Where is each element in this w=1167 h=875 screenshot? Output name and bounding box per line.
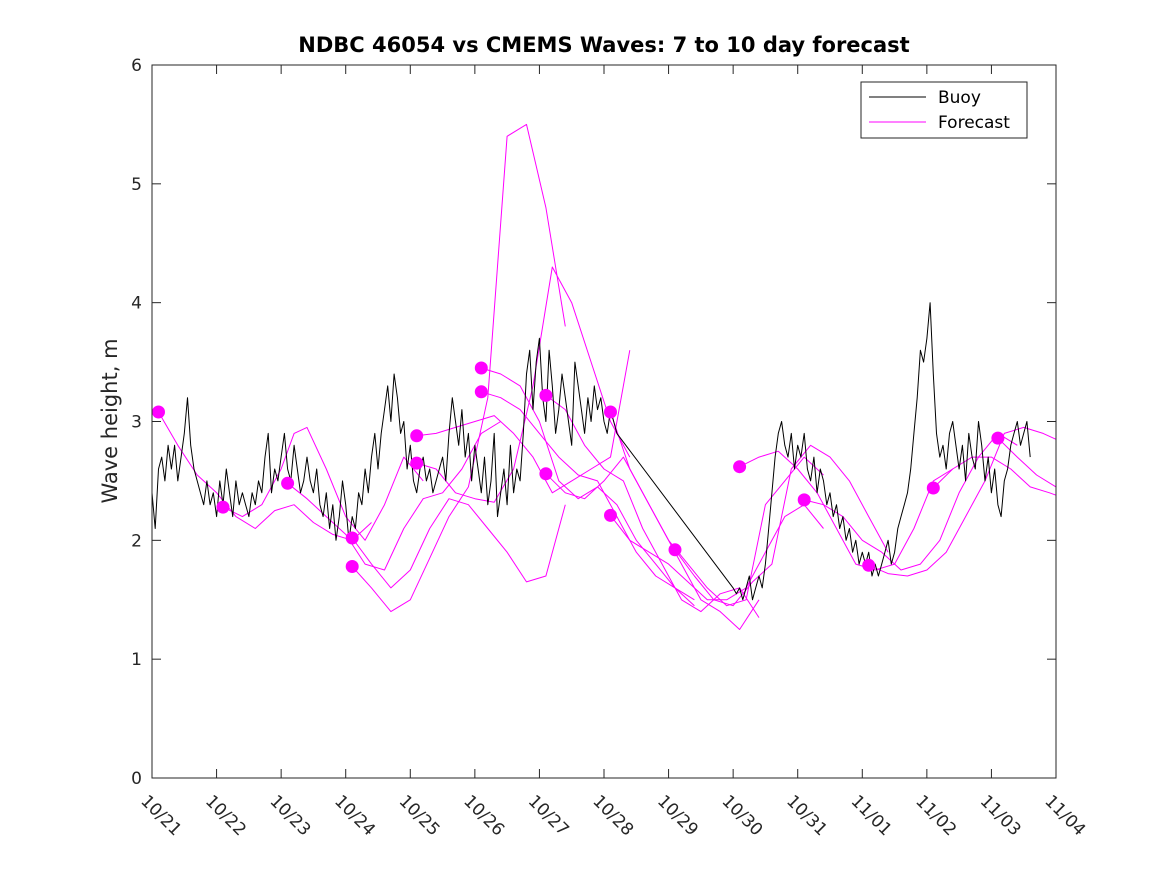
y-tick-label: 4 (131, 294, 142, 314)
forecast-marker-7 (410, 456, 424, 470)
forecast-line-12 (610, 411, 824, 607)
forecast-marker-14 (668, 543, 682, 557)
forecast-marker-5 (345, 560, 359, 573)
forecast-marker-15 (733, 460, 747, 474)
legend-buoy-label: Buoy (938, 88, 981, 108)
forecast-line-13 (610, 504, 824, 601)
forecast-line-2 (222, 426, 424, 541)
forecast-marker-11 (539, 467, 553, 481)
series-layer (151, 123, 1057, 630)
forecast-line-15 (739, 450, 953, 571)
forecast-marker-16 (797, 493, 811, 507)
forecast-marker-13 (604, 508, 617, 522)
y-tick-label: 5 (131, 175, 142, 195)
forecast-marker-2 (216, 500, 230, 514)
forecast-marker-18 (926, 481, 940, 495)
forecast-line-18 (932, 456, 1057, 496)
forecast-marker-3 (281, 476, 295, 490)
y-tick-label: 0 (131, 769, 142, 789)
forecast-line-8 (481, 367, 695, 601)
forecast-line-9 (481, 391, 695, 607)
forecast-marker-17 (862, 558, 876, 572)
forecast-marker-9 (474, 385, 488, 399)
forecast-line-10 (545, 394, 760, 618)
chart-title: NDBC 46054 vs CMEMS Waves: 7 to 10 day f… (298, 33, 909, 57)
buoy-line (151, 302, 1031, 601)
y-tick-label: 3 (131, 413, 142, 433)
y-tick-label: 2 (131, 531, 142, 551)
forecast-line-5 (351, 123, 566, 613)
legend-box (860, 81, 1028, 139)
y-axis-label: Wave height, m (98, 338, 122, 503)
forecast-line-6 (416, 350, 631, 494)
forecast-marker-12 (604, 405, 617, 419)
forecast-marker-4 (345, 531, 359, 545)
forecast-line-16 (804, 432, 1018, 571)
forecast-marker-1 (152, 405, 165, 419)
forecast-line-19 (997, 437, 1057, 488)
forecast-line-14 (674, 444, 889, 607)
y-tick-label: 1 (131, 650, 142, 670)
legend-forecast-label: Forecast (938, 113, 1010, 133)
forecast-marker-10 (539, 388, 553, 402)
forecast-marker-6 (410, 429, 424, 443)
forecast-marker-8 (474, 361, 488, 375)
legend: Buoy Forecast (860, 81, 1028, 139)
forecast-line-17 (868, 426, 1057, 577)
y-tick-label: 6 (131, 56, 142, 76)
forecast-marker-19 (991, 431, 1005, 445)
